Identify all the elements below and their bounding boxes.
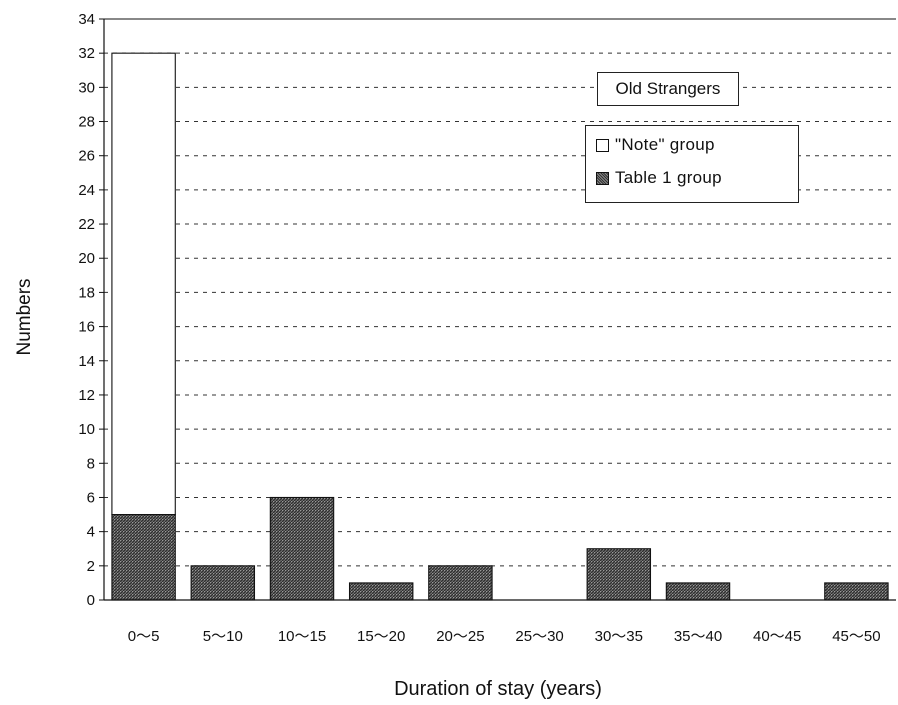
y-tick-label: 8 <box>87 455 95 472</box>
bars <box>111 52 889 601</box>
y-axis-label: Numbers <box>14 278 35 355</box>
y-tick-label: 18 <box>78 284 95 301</box>
chart-subtitle: Old Strangers <box>615 79 721 98</box>
bar-table1-3 <box>348 582 414 601</box>
legend-item-note: "Note" group <box>596 135 715 155</box>
legend-item-table1: Table 1 group <box>596 168 722 188</box>
x-tick-label: 10～15 <box>278 628 326 645</box>
y-tick-label: 26 <box>78 148 95 165</box>
x-tick-label: 15～20 <box>357 628 405 645</box>
y-tick-label: 20 <box>78 250 95 267</box>
y-tick-label: 10 <box>78 421 95 438</box>
x-tick-label: 0～5 <box>128 628 160 645</box>
grid-lines <box>104 18 896 567</box>
x-tick-label: 5～10 <box>203 628 243 645</box>
legend-label-table1: Table 1 group <box>615 168 722 187</box>
y-tick-label: 6 <box>87 489 95 506</box>
bar-table1-9 <box>824 582 889 601</box>
legend-swatch-table1 <box>596 171 609 185</box>
y-tick-label: 30 <box>78 79 95 96</box>
x-tick-label: 30～35 <box>595 628 643 645</box>
y-tick-label: 16 <box>78 319 95 336</box>
chart-subtitle-box: Old Strangers <box>597 72 739 106</box>
y-tick-label: 14 <box>78 353 95 370</box>
axes <box>99 18 896 601</box>
y-tick-label: 0 <box>87 592 95 609</box>
y-tick-label: 2 <box>87 558 95 575</box>
y-tick-label: 34 <box>78 11 95 28</box>
bar-table1-2 <box>269 496 335 601</box>
bar-table1-1 <box>190 565 256 601</box>
bar-table1-0 <box>111 514 176 601</box>
legend-label-note: "Note" group <box>615 135 715 154</box>
y-tick-label: 24 <box>78 182 95 199</box>
y-tick-label: 32 <box>78 45 95 62</box>
bar-table1-7 <box>665 582 731 601</box>
x-tick-label: 20～25 <box>436 628 484 645</box>
x-tick-label: 25～30 <box>515 628 563 645</box>
bar-note-0 <box>111 52 176 516</box>
y-tick-label: 12 <box>78 387 95 404</box>
bar-table1-4 <box>428 565 493 601</box>
y-tick-label: 22 <box>78 216 95 233</box>
y-tick-label: 28 <box>78 114 95 131</box>
x-tick-label: 40～45 <box>753 628 801 645</box>
legend-swatch-note <box>596 138 609 152</box>
x-tick-label: 35～40 <box>674 628 722 645</box>
legend: "Note" group Table 1 group <box>585 125 799 203</box>
x-tick-label: 45～50 <box>832 628 880 645</box>
bar-table1-6 <box>586 548 652 601</box>
y-tick-label: 4 <box>87 524 95 541</box>
x-axis-label: Duration of stay (years) <box>394 678 602 700</box>
